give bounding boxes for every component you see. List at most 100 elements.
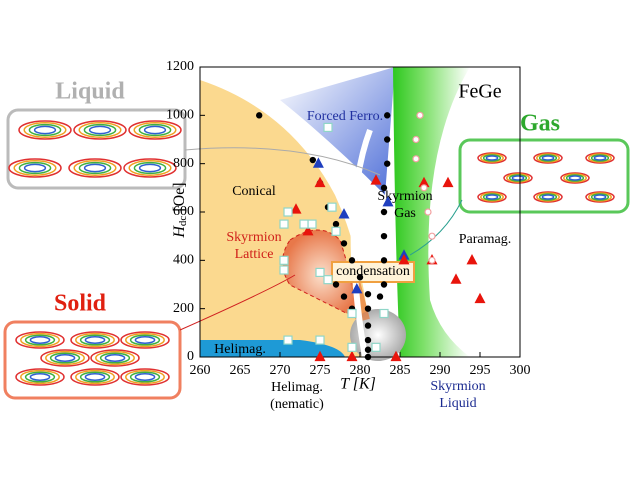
marker (364, 336, 372, 344)
x-tick-label: 275 (310, 363, 331, 378)
panels (3, 108, 630, 400)
annotation: Paramag. (459, 232, 511, 247)
skyrmion-icon (538, 193, 558, 201)
annotation: Gas (394, 206, 416, 221)
marker (364, 305, 372, 312)
skyrmion-icon (585, 152, 615, 164)
x-tick-label: 295 (470, 363, 491, 378)
marker (338, 208, 350, 219)
x-tick-label: 265 (230, 363, 251, 378)
marker (279, 265, 289, 275)
x-axis-label: T [K] (340, 376, 376, 393)
marker (314, 350, 326, 362)
marker (279, 219, 289, 229)
skyrmion-icon (29, 373, 51, 381)
skyrmion-icon (533, 191, 563, 203)
marker (323, 122, 333, 133)
skyrmion-icon (541, 155, 555, 161)
skyrmion-icon (13, 160, 57, 176)
marker (428, 232, 436, 240)
marker (380, 184, 388, 192)
skyrmion-icon (88, 125, 112, 135)
marker (299, 219, 309, 229)
y-axis-label-part: [Oe] (171, 182, 188, 211)
skyrmion-icon (15, 331, 65, 349)
marker (315, 267, 325, 278)
annotation: Skyrmion (377, 189, 432, 204)
marker (315, 335, 325, 345)
marker (384, 160, 391, 167)
marker (376, 293, 384, 300)
annotation: Skyrmion (430, 379, 485, 394)
x-tick-label: 280 (350, 363, 371, 378)
marker (371, 342, 381, 352)
skyrmion-icon (83, 163, 107, 173)
marker (312, 157, 324, 168)
marker (283, 207, 293, 217)
skyrmion-icon (18, 120, 72, 140)
marker (390, 350, 402, 362)
skyrmion-icon (8, 158, 62, 178)
skyrmion-icon (143, 125, 167, 135)
marker (370, 174, 382, 185)
annotation: Skyrmion (226, 230, 281, 245)
skyrmion-icon (590, 154, 610, 162)
marker (398, 254, 410, 265)
skyrmion-icon (78, 161, 112, 175)
skyrmion-icon (120, 331, 170, 349)
skyrmion-icon (563, 173, 587, 183)
skyrmion-icon (45, 350, 85, 366)
marker (348, 257, 356, 264)
skyrmion-icon (24, 334, 56, 346)
annotation: Forced Ferro. (307, 109, 383, 124)
skyrmion-icon (480, 192, 504, 202)
marker (340, 240, 348, 247)
annotation: Helimag. (271, 380, 323, 395)
marker (314, 176, 326, 188)
skyrmion-icon (99, 352, 131, 364)
annotation: Liquid (439, 396, 476, 411)
skyrmion-icon (18, 161, 52, 175)
marker (450, 273, 462, 284)
y-tick-label: 1000 (166, 108, 194, 123)
skyrmion-icon (536, 153, 560, 163)
marker (356, 274, 364, 281)
skyrmion-icon (134, 336, 156, 344)
skyrmion-icon (480, 153, 504, 163)
skyrmion-icon (565, 174, 585, 182)
marker (382, 196, 394, 207)
skyrmion-icon (133, 161, 167, 175)
marker (424, 208, 432, 216)
skyrmion-icon (23, 122, 67, 138)
annotation: condensation (336, 264, 410, 279)
skyrmion-icon (15, 368, 65, 386)
marker (380, 208, 388, 216)
skyrmion-icon (75, 369, 115, 385)
y-axis-label-part: dc (177, 216, 189, 227)
x-tick-label: 285 (390, 363, 411, 378)
skyrmion-icon (125, 332, 165, 348)
skyrmion-icon (84, 336, 106, 344)
skyrmion-icon (28, 123, 62, 137)
annotation: Lattice (235, 247, 274, 262)
skyrmion-icon (593, 194, 607, 200)
condensation-box (331, 261, 415, 283)
skyrmion-icon (506, 173, 530, 183)
skyrmion-icon (79, 371, 111, 383)
skyrmion-icon (75, 332, 115, 348)
y-tick-label: 400 (173, 253, 194, 268)
skyrmion-icon (485, 155, 499, 161)
marker (323, 275, 333, 285)
marker (428, 256, 436, 264)
skyrmion-icon (560, 172, 590, 184)
marker (256, 112, 263, 119)
marker (474, 292, 486, 304)
skyrmion-icon (120, 368, 170, 386)
y-tick-label: 0 (187, 349, 194, 364)
skyrmion-icon (477, 152, 507, 164)
marker (380, 281, 388, 288)
marker (384, 136, 391, 143)
skyrmion-icon (40, 349, 90, 367)
marker (347, 342, 357, 352)
skyrmion-icon (23, 163, 47, 173)
